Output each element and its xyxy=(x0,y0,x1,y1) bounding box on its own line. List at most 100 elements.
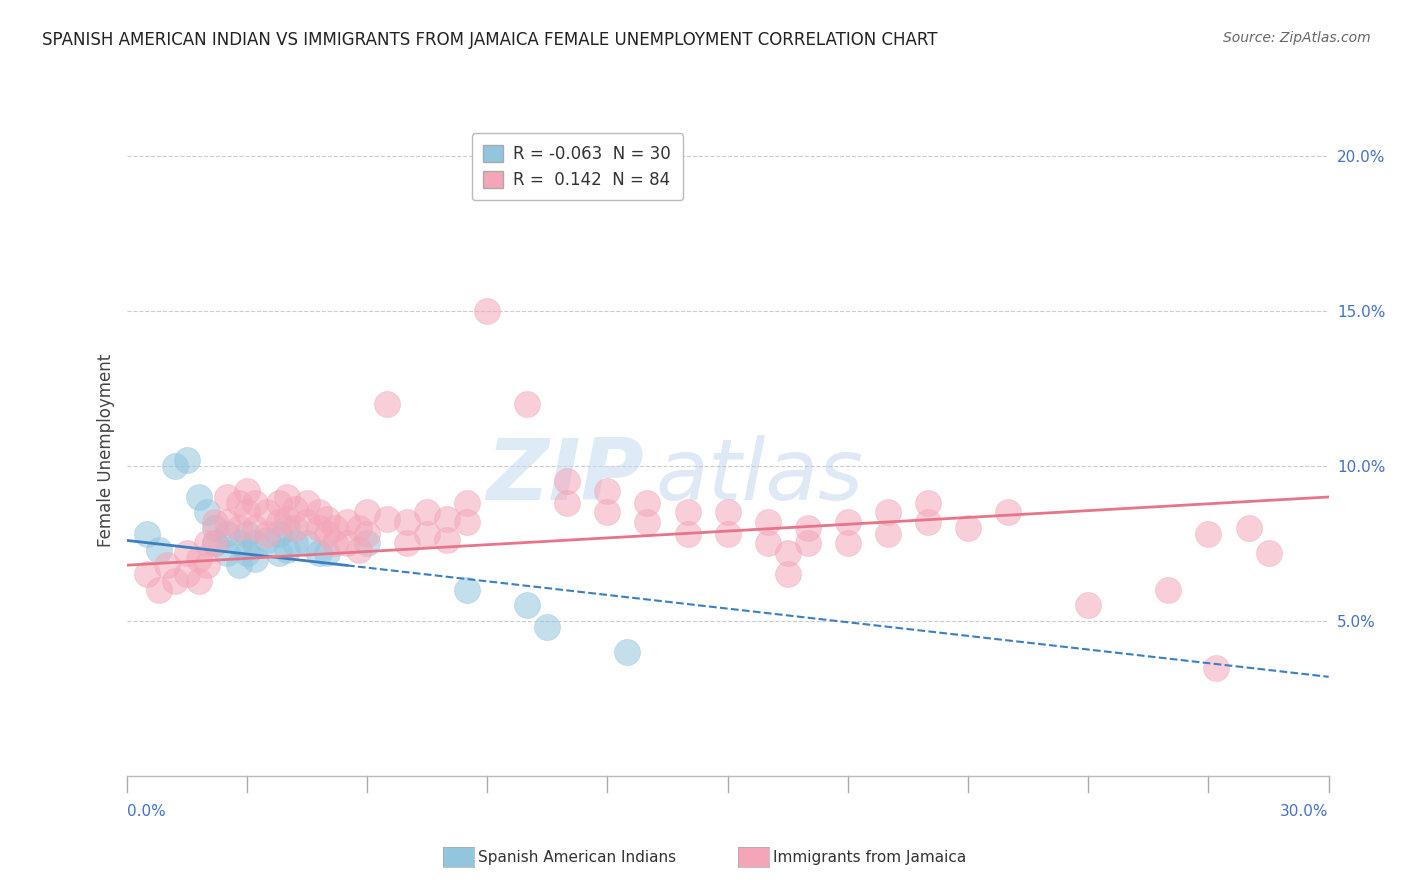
Point xyxy=(336,515,359,529)
Point xyxy=(416,506,439,520)
Point xyxy=(243,536,266,550)
Point xyxy=(176,546,198,560)
Point xyxy=(284,536,307,550)
Point xyxy=(315,527,337,541)
Point xyxy=(716,527,740,541)
Point xyxy=(308,506,330,520)
Point xyxy=(356,536,378,550)
Point xyxy=(228,521,250,535)
Point xyxy=(557,496,579,510)
Text: SPANISH AMERICAN INDIAN VS IMMIGRANTS FROM JAMAICA FEMALE UNEMPLOYMENT CORRELATI: SPANISH AMERICAN INDIAN VS IMMIGRANTS FR… xyxy=(42,31,938,49)
Point xyxy=(235,527,259,541)
Point xyxy=(536,620,558,634)
Point xyxy=(396,515,419,529)
Point xyxy=(148,582,170,597)
Text: Spanish American Indians: Spanish American Indians xyxy=(478,850,676,864)
Point xyxy=(187,574,209,588)
Point xyxy=(276,521,298,535)
Point xyxy=(516,397,538,411)
Point xyxy=(195,558,218,573)
Point xyxy=(155,558,177,573)
Point xyxy=(215,515,238,529)
Point xyxy=(228,496,250,510)
Point xyxy=(315,511,337,525)
Point xyxy=(195,536,218,550)
Point xyxy=(176,452,198,467)
Point xyxy=(163,574,186,588)
Point xyxy=(295,515,318,529)
Point xyxy=(796,536,818,550)
Point xyxy=(796,521,818,535)
Point xyxy=(176,567,198,582)
Point xyxy=(516,599,538,613)
Point xyxy=(284,521,307,535)
Point xyxy=(215,527,238,541)
Point xyxy=(1077,599,1099,613)
Point xyxy=(204,521,226,535)
Point xyxy=(235,483,259,498)
Point xyxy=(456,515,478,529)
Point xyxy=(267,527,290,541)
Point xyxy=(336,536,359,550)
Point xyxy=(187,552,209,566)
Legend: R = -0.063  N = 30, R =  0.142  N = 84: R = -0.063 N = 30, R = 0.142 N = 84 xyxy=(472,133,683,201)
Point xyxy=(284,502,307,516)
Point xyxy=(243,552,266,566)
Point xyxy=(256,533,278,548)
Point xyxy=(1157,582,1180,597)
Point xyxy=(676,506,699,520)
Point xyxy=(187,490,209,504)
Point xyxy=(295,536,318,550)
Point xyxy=(636,515,658,529)
Point xyxy=(1198,527,1220,541)
Text: atlas: atlas xyxy=(655,435,863,518)
Point xyxy=(596,483,619,498)
Point xyxy=(243,496,266,510)
Point xyxy=(396,536,419,550)
Point xyxy=(917,515,939,529)
Point xyxy=(163,458,186,473)
Point xyxy=(276,490,298,504)
Point xyxy=(716,506,740,520)
Point xyxy=(375,397,398,411)
Point xyxy=(267,496,290,510)
Point xyxy=(347,542,370,557)
Point xyxy=(877,506,900,520)
Point xyxy=(756,515,779,529)
Point xyxy=(877,527,900,541)
Point xyxy=(228,536,250,550)
Point xyxy=(356,527,378,541)
Point xyxy=(135,567,157,582)
Point xyxy=(837,536,859,550)
Point xyxy=(1257,546,1279,560)
Text: ZIP: ZIP xyxy=(486,435,644,518)
Point xyxy=(1237,521,1260,535)
Point xyxy=(256,506,278,520)
Point xyxy=(456,496,478,510)
Point xyxy=(204,515,226,529)
Point xyxy=(456,582,478,597)
Point xyxy=(295,496,318,510)
Point xyxy=(917,496,939,510)
Point xyxy=(1205,660,1227,674)
Point xyxy=(375,511,398,525)
Point xyxy=(308,521,330,535)
Point xyxy=(616,645,638,659)
Point xyxy=(416,527,439,541)
Point xyxy=(204,536,226,550)
Point xyxy=(837,515,859,529)
Point xyxy=(308,546,330,560)
Point xyxy=(323,536,346,550)
Point xyxy=(356,506,378,520)
Text: Immigrants from Jamaica: Immigrants from Jamaica xyxy=(773,850,966,864)
Point xyxy=(256,527,278,541)
Point xyxy=(195,506,218,520)
Point xyxy=(315,546,337,560)
Text: 30.0%: 30.0% xyxy=(1281,805,1329,819)
Point xyxy=(148,542,170,557)
Point xyxy=(436,511,458,525)
Point xyxy=(204,536,226,550)
Point xyxy=(276,511,298,525)
Point xyxy=(776,546,799,560)
Point xyxy=(596,506,619,520)
